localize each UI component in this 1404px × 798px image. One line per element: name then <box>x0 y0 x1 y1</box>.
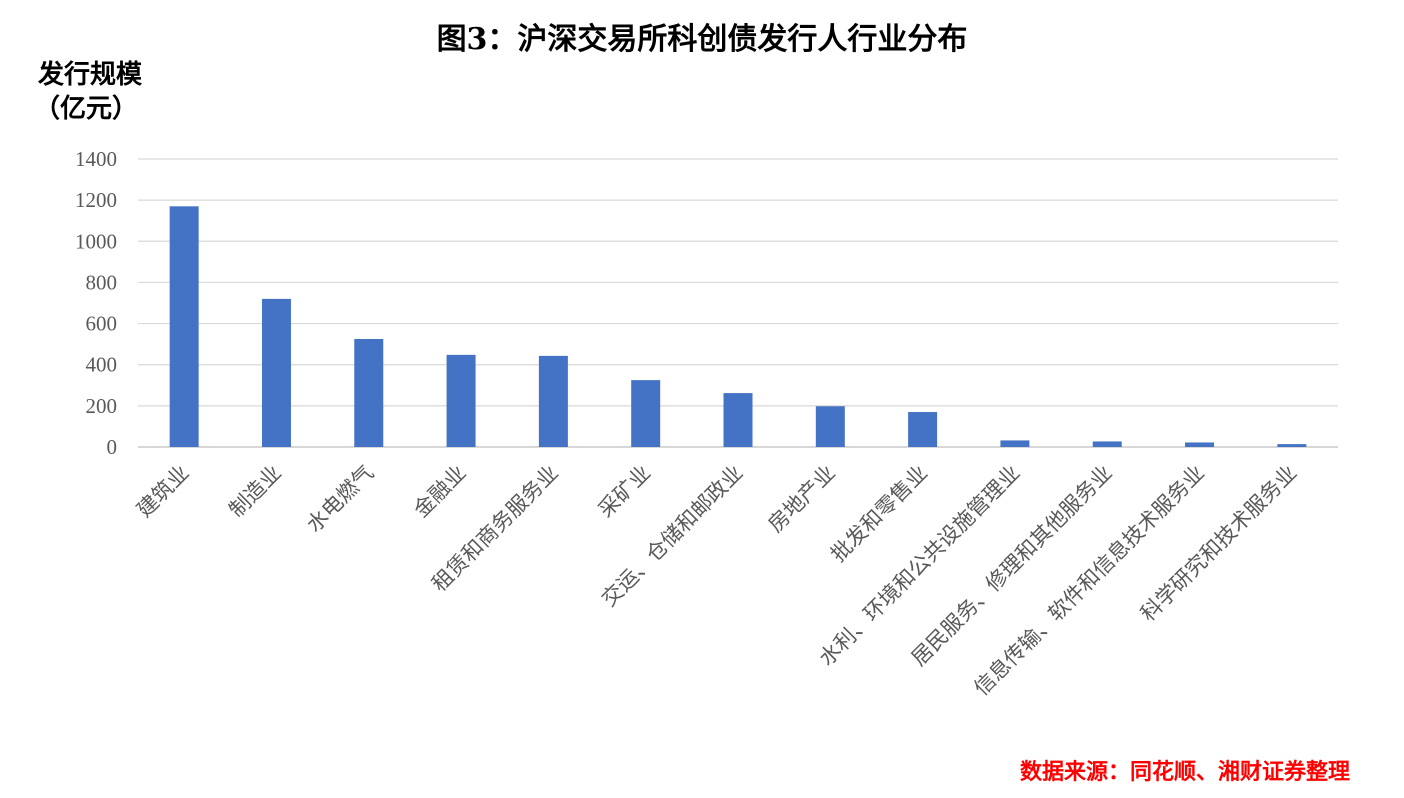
y-tick-label: 600 <box>86 312 118 336</box>
x-category-label: 建筑业 <box>132 461 194 523</box>
bar <box>354 339 384 447</box>
x-category-label: 房地产业 <box>763 461 839 537</box>
chart-title: 图3：沪深交易所科创债发行人行业分布 <box>436 22 968 57</box>
bar <box>631 380 661 447</box>
x-category-label: 制造业 <box>224 461 286 523</box>
x-category-label: 金融业 <box>409 461 471 523</box>
bar <box>1000 440 1030 447</box>
x-category-label: 科学研究和技术服务业 <box>1136 461 1301 626</box>
bar <box>1185 442 1215 447</box>
bar <box>1277 444 1307 447</box>
y-axis-label-line2: （亿元） <box>34 94 139 124</box>
data-source-note: 数据来源：同花顺、湘财证券整理 <box>1019 759 1350 785</box>
y-tick-label: 0 <box>107 435 118 459</box>
y-tick-label: 200 <box>86 394 118 418</box>
bar <box>538 355 568 447</box>
bar <box>723 393 753 447</box>
bar <box>261 298 291 447</box>
y-tick-label: 800 <box>86 270 118 294</box>
y-tick-label: 1200 <box>75 188 117 212</box>
y-tick-label: 400 <box>86 353 118 377</box>
y-tick-label: 1000 <box>75 229 117 253</box>
x-category-label: 采矿业 <box>594 461 656 523</box>
bar <box>908 412 938 447</box>
y-axis-label-line1: 发行规模 <box>38 60 143 90</box>
x-category-label: 水电燃气 <box>302 461 378 537</box>
x-category-label: 水利、环境和公共设施管理业 <box>814 461 1024 671</box>
x-category-label: 居民服务、修理和其他服务业 <box>907 461 1117 671</box>
bar <box>815 406 845 447</box>
bar <box>446 354 476 447</box>
y-tick-label: 1400 <box>75 147 117 171</box>
bar <box>1092 441 1122 447</box>
bar <box>169 206 199 447</box>
